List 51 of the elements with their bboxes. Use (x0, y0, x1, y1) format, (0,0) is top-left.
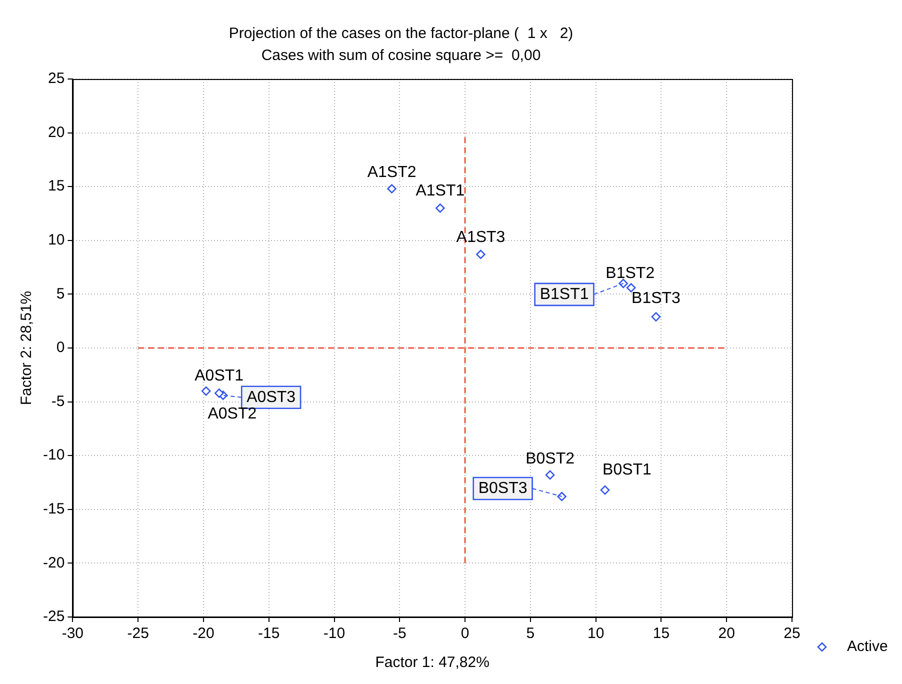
y-axis-title: Factor 2: 28,51% (18, 290, 36, 406)
y-tick-label: 0 (56, 339, 65, 356)
x-tick-label: 5 (526, 625, 535, 642)
annotation: B1ST2 (606, 265, 655, 282)
annotation: B0ST2 (526, 450, 575, 468)
y-tick-label: 15 (48, 178, 65, 195)
annotation: A1ST3 (456, 228, 506, 246)
legend-label: Active (847, 638, 888, 656)
x-tick-label: 0 (460, 625, 470, 642)
y-tick-label: -15 (42, 500, 65, 518)
x-tick-label: 10 (587, 625, 604, 642)
x-tick-label: -20 (192, 625, 214, 642)
point (600, 485, 610, 495)
y-tick-label: -20 (42, 554, 65, 572)
annotation: A0ST1 (194, 367, 244, 384)
y-tick-label: -5 (51, 392, 65, 410)
point (387, 184, 396, 194)
annotation: A0ST2 (208, 406, 257, 423)
annotation: B0ST3 (478, 480, 528, 497)
chart-title: Projection of the cases on the factor-plane ( 1 x 2) (228, 25, 574, 42)
x-tick-label: -30 (62, 625, 84, 642)
x-tick-label: -10 (323, 625, 346, 642)
y-tick-label: 25 (48, 70, 65, 88)
y-tick-label: -10 (42, 446, 65, 464)
annotation: B1ST1 (540, 286, 589, 303)
chart-subtitle: Cases with sum of cosine square >= 0,00 (261, 47, 541, 64)
y-tick-label: 10 (48, 232, 65, 249)
y-tick-label: -25 (42, 608, 65, 626)
point (545, 470, 555, 480)
point (214, 388, 224, 398)
x-axis-title: Factor 1: 47,82% (375, 654, 490, 672)
x-tick-label: 20 (718, 625, 735, 642)
annotation: B0ST1 (602, 461, 652, 478)
x-tick-label: -5 (392, 625, 406, 642)
point (651, 312, 661, 322)
annotation: B1ST3 (632, 290, 681, 308)
point (618, 278, 628, 288)
point (557, 492, 566, 502)
annotation: A1ST2 (367, 164, 416, 182)
annotation: A1ST1 (416, 182, 465, 200)
point (626, 283, 636, 292)
x-tick-label: -15 (258, 625, 280, 642)
y-tick-label: 5 (56, 285, 65, 302)
point (436, 203, 445, 213)
x-tick-label: 15 (652, 625, 670, 642)
point (201, 386, 211, 396)
annotation: A0ST3 (246, 388, 296, 406)
x-tick-label: 25 (784, 625, 800, 642)
x-tick-label: -25 (127, 625, 149, 642)
y-tick-label: 20 (48, 124, 65, 141)
point (476, 250, 486, 260)
